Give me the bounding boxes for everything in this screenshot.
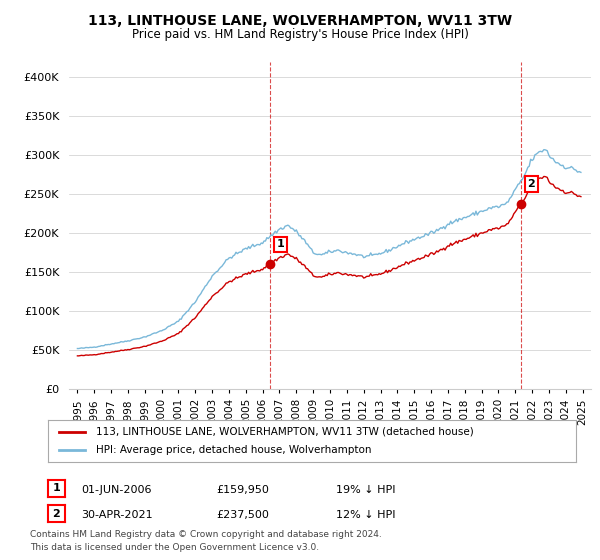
Text: 12% ↓ HPI: 12% ↓ HPI	[336, 510, 395, 520]
Text: 30-APR-2021: 30-APR-2021	[81, 510, 152, 520]
Text: Price paid vs. HM Land Registry's House Price Index (HPI): Price paid vs. HM Land Registry's House …	[131, 28, 469, 41]
Text: Contains HM Land Registry data © Crown copyright and database right 2024.: Contains HM Land Registry data © Crown c…	[30, 530, 382, 539]
Text: 19% ↓ HPI: 19% ↓ HPI	[336, 485, 395, 495]
Text: HPI: Average price, detached house, Wolverhampton: HPI: Average price, detached house, Wolv…	[95, 445, 371, 455]
Text: 1: 1	[53, 483, 60, 493]
Text: 113, LINTHOUSE LANE, WOLVERHAMPTON, WV11 3TW: 113, LINTHOUSE LANE, WOLVERHAMPTON, WV11…	[88, 14, 512, 28]
Text: 113, LINTHOUSE LANE, WOLVERHAMPTON, WV11 3TW (detached house): 113, LINTHOUSE LANE, WOLVERHAMPTON, WV11…	[95, 427, 473, 437]
Text: 01-JUN-2006: 01-JUN-2006	[81, 485, 151, 495]
Text: This data is licensed under the Open Government Licence v3.0.: This data is licensed under the Open Gov…	[30, 543, 319, 552]
Text: 2: 2	[527, 179, 535, 189]
Text: £237,500: £237,500	[216, 510, 269, 520]
Text: 1: 1	[277, 239, 284, 249]
Text: £159,950: £159,950	[216, 485, 269, 495]
Text: 2: 2	[53, 508, 60, 519]
